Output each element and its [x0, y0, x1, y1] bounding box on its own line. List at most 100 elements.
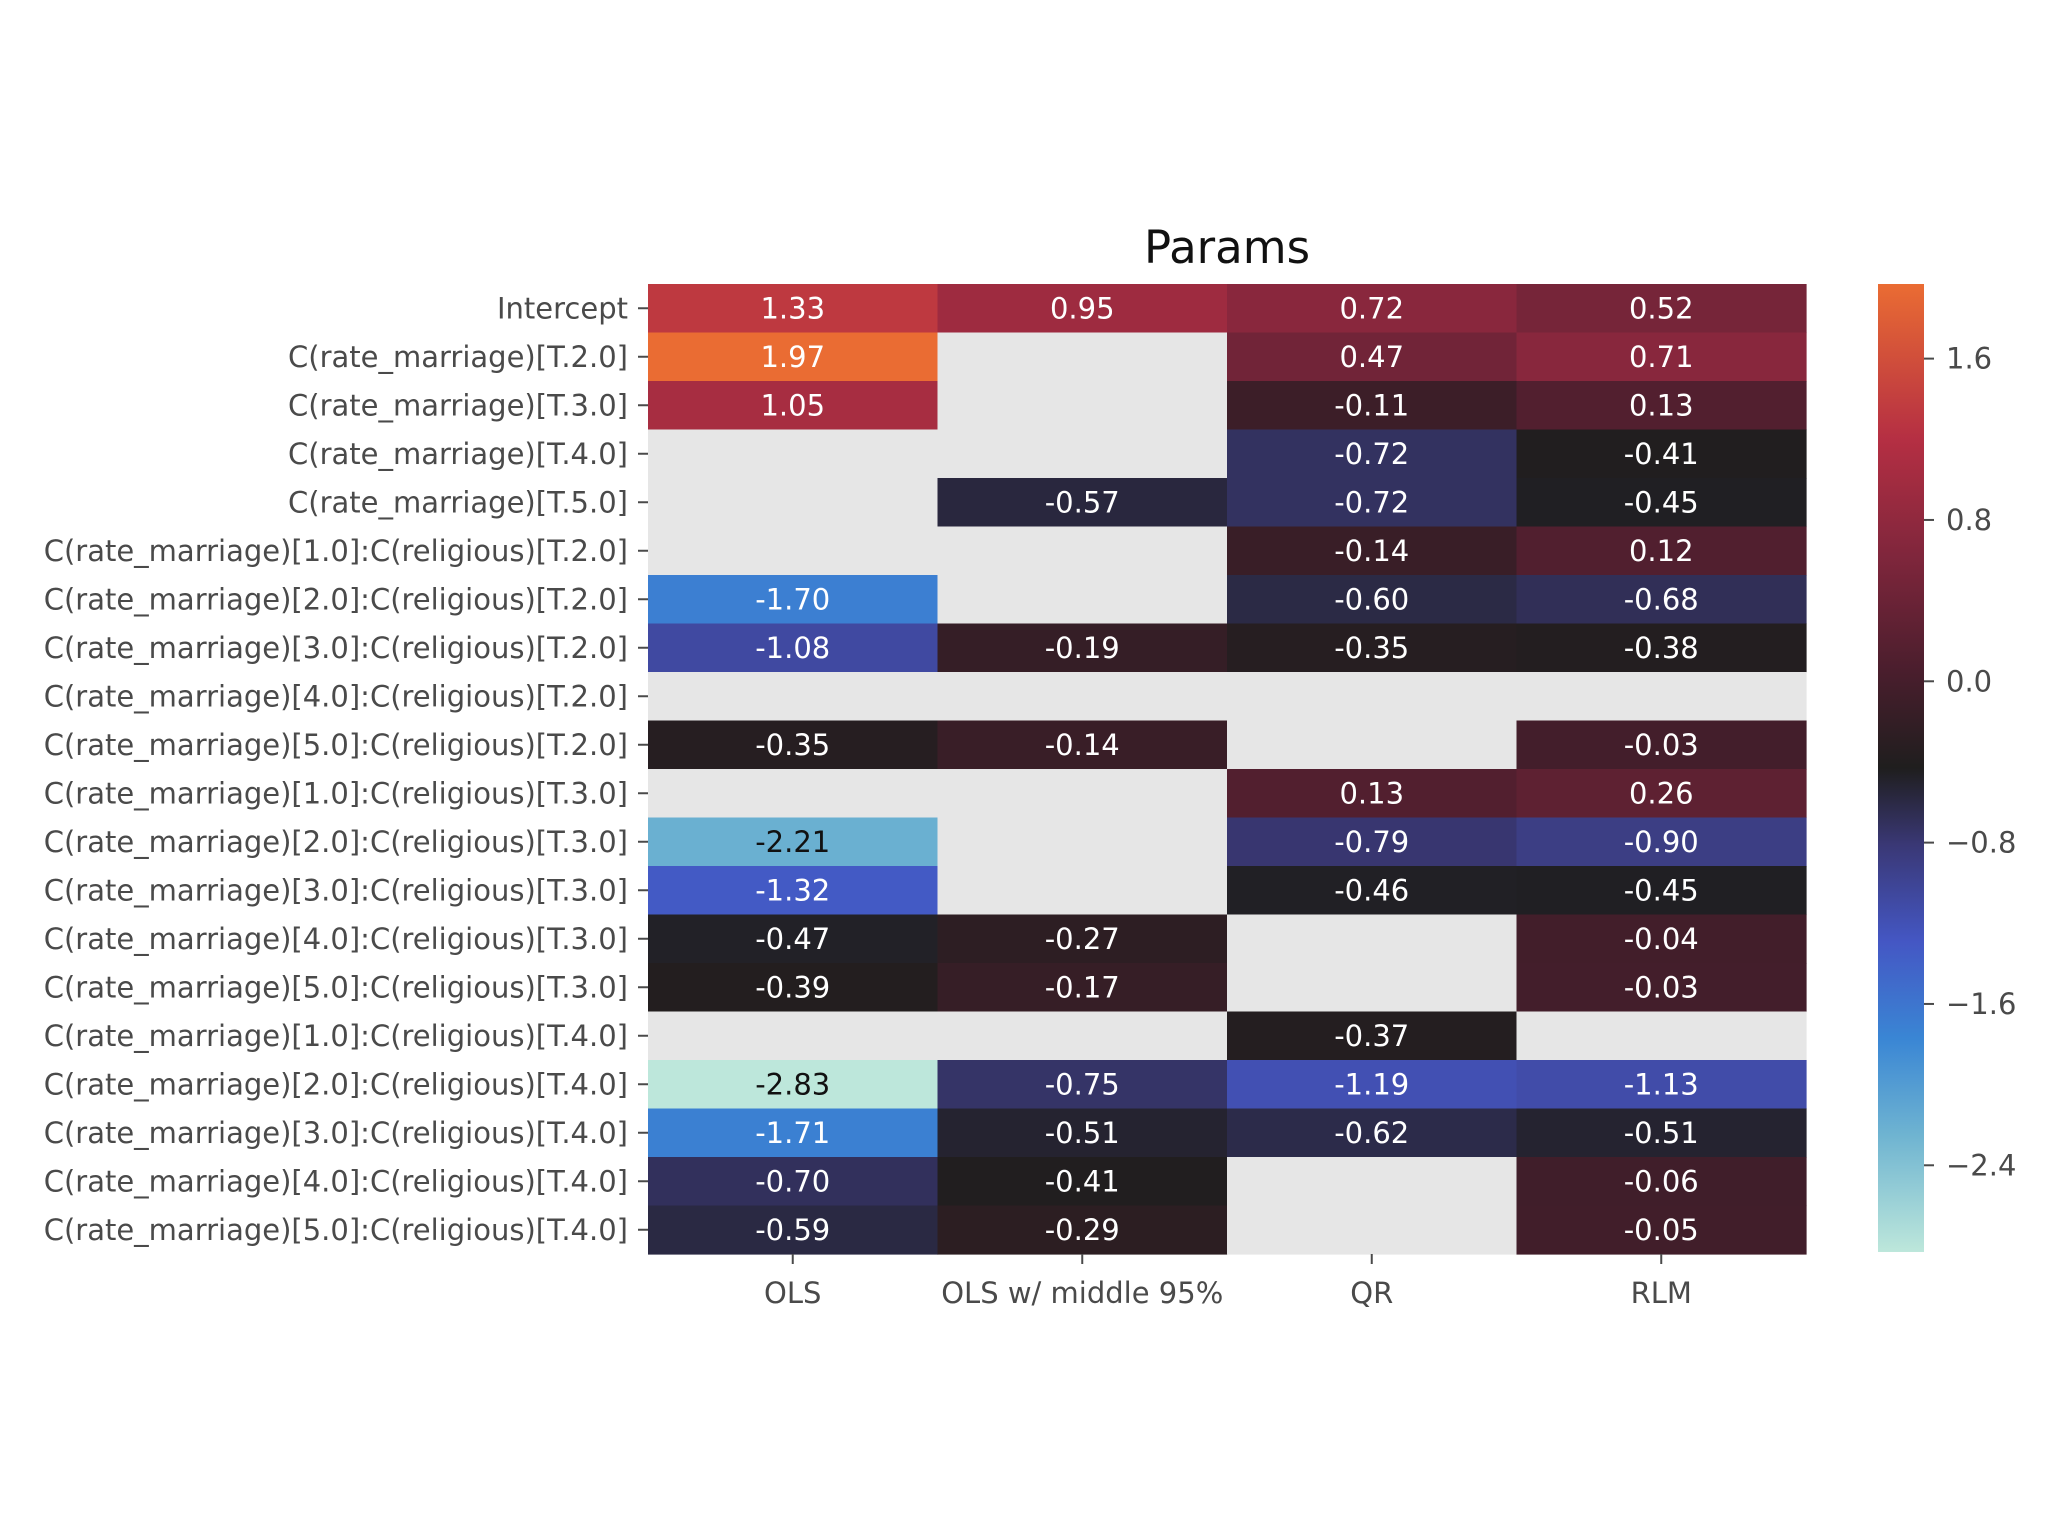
heatmap-cell [1227, 914, 1518, 964]
heatmap-cell [1516, 478, 1807, 528]
x-tick-label: QR [1350, 1276, 1393, 1310]
y-tick-label: Intercept [497, 291, 628, 325]
cell-value-label: -0.35 [755, 728, 830, 762]
heatmap-cell [648, 381, 939, 431]
cell-value-label: -0.05 [1624, 1213, 1699, 1247]
heatmap-cell [648, 1205, 939, 1255]
heatmap-cell [1516, 575, 1807, 625]
heatmap-cell [648, 720, 939, 770]
heatmap-cell [1227, 1108, 1518, 1158]
colorbar-tick-label: −1.6 [1946, 987, 2016, 1021]
heatmap-cell [937, 1011, 1228, 1061]
cell-value-label: -0.03 [1624, 728, 1699, 762]
y-tick-label: C(rate_marriage)[3.0]:C(religious)[T.2.0… [44, 631, 628, 665]
heatmap-cell [937, 575, 1228, 625]
heatmap-cell [1516, 526, 1807, 576]
cell-value-label: -0.03 [1624, 970, 1699, 1004]
heatmap-cell [1227, 284, 1518, 334]
cell-value-label: -1.13 [1624, 1067, 1699, 1101]
heatmap-cell [1516, 866, 1807, 916]
heatmap-cell [1227, 963, 1518, 1013]
cell-value-label: 0.12 [1629, 534, 1694, 568]
heatmap-cell [1227, 575, 1518, 625]
y-tick-label: C(rate_marriage)[1.0]:C(religious)[T.2.0… [44, 534, 628, 568]
cell-value-label: -0.41 [1624, 437, 1699, 471]
heatmap-cell [1516, 1011, 1807, 1061]
heatmap-cell [648, 284, 939, 334]
heatmap-cell [937, 720, 1228, 770]
y-tick-label: C(rate_marriage)[4.0]:C(religious)[T.2.0… [44, 679, 628, 713]
heatmap-cell [937, 1060, 1228, 1110]
cell-value-label: -0.45 [1624, 873, 1699, 907]
y-tick-label: C(rate_marriage)[1.0]:C(religious)[T.3.0… [44, 776, 628, 810]
cell-value-label: 1.05 [760, 388, 825, 422]
heatmap-cell [1227, 1060, 1518, 1110]
x-tick-label: RLM [1631, 1276, 1692, 1310]
heatmap-cell [648, 332, 939, 382]
cell-value-label: -1.71 [755, 1116, 830, 1150]
cell-value-label: -0.35 [1334, 631, 1409, 665]
y-tick-label: C(rate_marriage)[1.0]:C(religious)[T.4.0… [44, 1019, 628, 1053]
heatmap-cell [937, 1108, 1228, 1158]
heatmap-cell [648, 575, 939, 625]
heatmap-cell [1516, 1205, 1807, 1255]
cell-value-label: -0.60 [1334, 582, 1409, 616]
colorbar-tick-label: 0.0 [1946, 664, 1992, 698]
cell-value-label: -0.51 [1624, 1116, 1699, 1150]
cell-value-label: -0.47 [755, 922, 830, 956]
cell-value-label: -0.11 [1334, 388, 1409, 422]
cell-value-label: -0.29 [1045, 1213, 1120, 1247]
heatmap-cell [1227, 332, 1518, 382]
heatmap-cell [1516, 963, 1807, 1013]
y-tick-label: C(rate_marriage)[T.2.0] [288, 340, 628, 374]
cell-value-label: -0.46 [1334, 873, 1409, 907]
heatmap-cell [648, 1011, 939, 1061]
heatmap-cell [1516, 381, 1807, 431]
heatmap-cell [937, 332, 1228, 382]
colorbar: 1.6 0.8 0.0 −0.8 −1.6 −2.4 [1878, 284, 2016, 1252]
heatmap-cell [1516, 1060, 1807, 1110]
heatmap-cell [648, 963, 939, 1013]
cell-value-label: -0.04 [1624, 922, 1699, 956]
heatmap-cell [1516, 623, 1807, 673]
cell-value-label: -0.79 [1334, 825, 1409, 859]
cell-value-label: -1.70 [755, 582, 830, 616]
heatmap-cell [937, 866, 1228, 916]
heatmap-cell [1227, 672, 1518, 722]
heatmap-cell [1227, 1205, 1518, 1255]
heatmap-cell [937, 769, 1228, 819]
y-tick-label: C(rate_marriage)[4.0]:C(religious)[T.4.0… [44, 1164, 628, 1198]
cell-value-label: -0.37 [1334, 1019, 1409, 1053]
cell-value-label: -0.90 [1624, 825, 1699, 859]
x-tick-label: OLS w/ middle 95% [941, 1276, 1223, 1310]
cell-value-label: -0.72 [1334, 485, 1409, 519]
cell-value-label: -0.38 [1624, 631, 1699, 665]
y-tick-label: C(rate_marriage)[T.3.0] [288, 388, 628, 422]
heatmap-cell [1227, 478, 1518, 528]
heatmap-cell [1227, 526, 1518, 576]
heatmap-cell [937, 429, 1228, 479]
cell-value-label: -0.39 [755, 970, 830, 1004]
cell-value-label: -0.62 [1334, 1116, 1409, 1150]
heatmap-cell [648, 478, 939, 528]
heatmap-cell [937, 478, 1228, 528]
y-axis: Intercept C(rate_marriage)[T.2.0] C(rate_m… [44, 291, 648, 1247]
heatmap-cell [648, 1108, 939, 1158]
heatmap-cell [1516, 769, 1807, 819]
heatmap-cell [648, 1060, 939, 1110]
heatmap-cell [1227, 1011, 1518, 1061]
cell-value-label: -1.32 [755, 873, 830, 907]
cell-value-label: 1.97 [760, 340, 825, 374]
heatmap-cell [937, 526, 1228, 576]
cell-value-label: 0.95 [1050, 291, 1115, 325]
cell-value-label: -0.68 [1624, 582, 1699, 616]
heatmap-cell [648, 429, 939, 479]
heatmap-cell [1516, 914, 1807, 964]
cell-value-label: -0.75 [1045, 1067, 1120, 1101]
heatmap-cell [937, 672, 1228, 722]
heatmap-cell [1516, 817, 1807, 867]
heatmap-cell [1516, 332, 1807, 382]
y-tick-label: C(rate_marriage)[4.0]:C(religious)[T.3.0… [44, 922, 628, 956]
